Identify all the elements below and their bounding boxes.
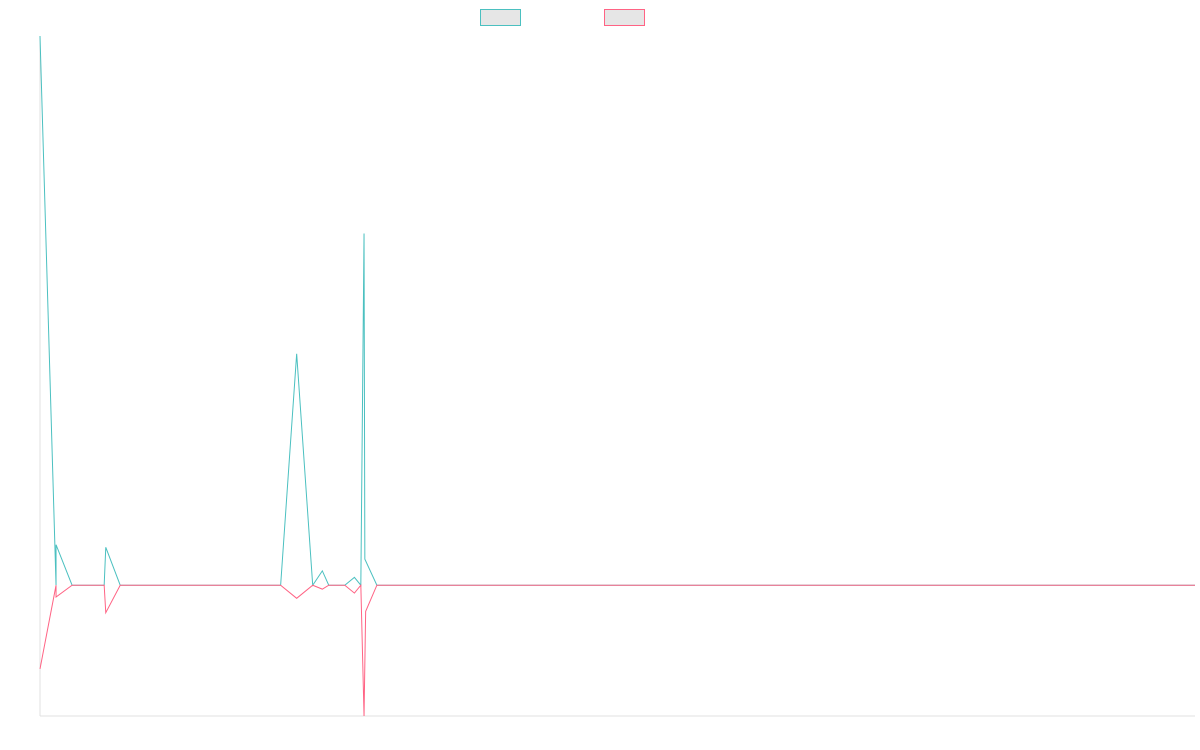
legend-item-1 bbox=[480, 9, 521, 26]
series-line-1 bbox=[39, 35, 1195, 587]
series-line-2 bbox=[39, 583, 1195, 717]
legend-item-2 bbox=[604, 9, 645, 26]
legend-swatch bbox=[480, 9, 521, 26]
legend-swatch bbox=[604, 9, 645, 26]
